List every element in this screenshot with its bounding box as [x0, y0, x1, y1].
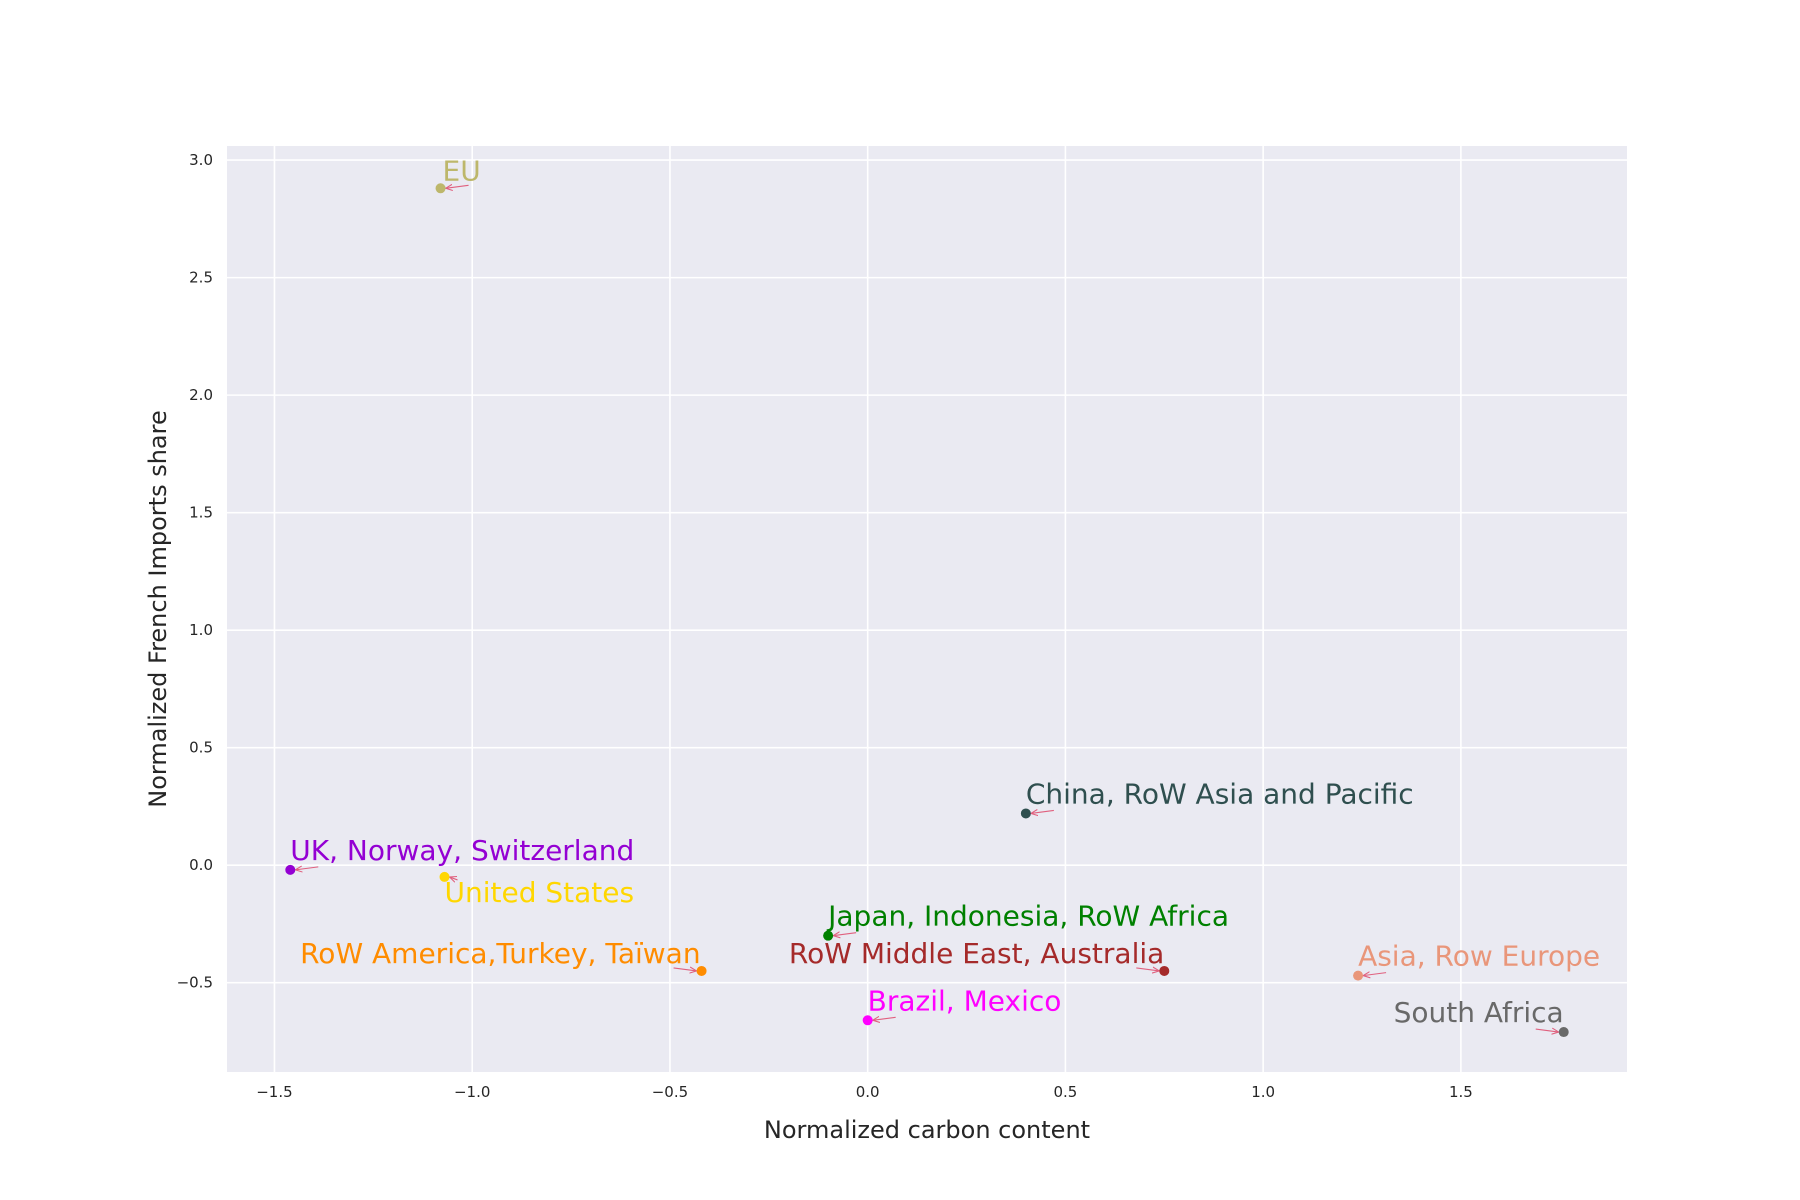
annotation-arrow [295, 867, 319, 870]
y-tick-label: 0.5 [189, 739, 213, 757]
point-label: South Africa [1394, 996, 1564, 1029]
data-point [1353, 970, 1364, 981]
annotation-arrow [450, 877, 458, 880]
point-labels: EU China, RoW Asia and Pacific UK, Norway,… [290, 154, 1600, 1029]
plot-area [227, 146, 1627, 1072]
annotation-arrow [1535, 1029, 1559, 1032]
y-tick-label: −0.5 [177, 974, 213, 992]
x-tick-label: −0.5 [652, 1083, 688, 1101]
annotation-arrow [1363, 973, 1387, 976]
x-tick-label: −1.0 [454, 1083, 490, 1101]
data-point [823, 930, 834, 941]
point-label: RoW America,Turkey, Taïwan [300, 937, 700, 970]
point-label: RoW Middle East, Australia [789, 937, 1164, 970]
annotation-arrow [446, 185, 469, 188]
point-label: Japan, Indonesia, RoW Africa [826, 900, 1229, 933]
annotation-arrow [833, 933, 857, 936]
data-points [285, 183, 1569, 1038]
point-label: Brazil, Mexico [868, 984, 1062, 1017]
x-tick-label: −1.5 [256, 1083, 292, 1101]
y-tick-label: 1.0 [189, 621, 213, 639]
data-point [862, 1015, 873, 1026]
data-point [1020, 808, 1031, 819]
point-label: China, RoW Asia and Pacific [1026, 777, 1414, 810]
y-tick-label: 1.5 [189, 504, 213, 522]
x-axis-label: Normalized carbon content [764, 1116, 1090, 1144]
tick-labels: −1.5 −1.0 −0.5 0.0 0.5 1.0 1.5 −0.5 0.0 0.5 1.0 1.5… [177, 151, 1473, 1101]
x-tick-label: 1.5 [1449, 1083, 1473, 1101]
annotation-arrow [1031, 810, 1054, 813]
y-axis-label: Normalized French Imports share [144, 410, 172, 807]
x-tick-label: 1.0 [1251, 1083, 1275, 1101]
data-point [435, 183, 446, 194]
y-tick-label: 0.0 [189, 856, 213, 874]
x-tick-label: 0.5 [1053, 1083, 1077, 1101]
data-point [1159, 965, 1170, 976]
y-tick-label: 2.0 [189, 386, 213, 404]
annotation-arrow [1136, 968, 1159, 971]
y-tick-label: 2.5 [189, 269, 213, 287]
data-point [696, 965, 707, 976]
x-tick-label: 0.0 [856, 1083, 880, 1101]
data-point [1558, 1027, 1569, 1038]
grid-lines [227, 146, 1627, 1072]
data-point [439, 871, 450, 882]
y-tick-label: 3.0 [189, 151, 213, 169]
annotation-arrows [295, 185, 1558, 1032]
point-label: EU [443, 154, 481, 187]
annotation-arrow [673, 968, 697, 971]
point-label: United States [445, 876, 635, 909]
data-point [285, 864, 296, 875]
annotation-arrow [873, 1017, 896, 1020]
point-label: Asia, Row Europe [1358, 940, 1600, 973]
point-label: UK, Norway, Switzerland [290, 834, 634, 867]
